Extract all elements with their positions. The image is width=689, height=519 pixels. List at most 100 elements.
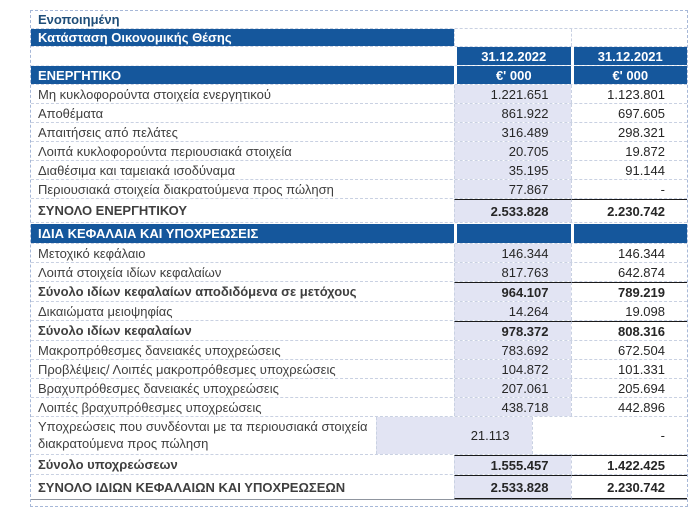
row-label: Λοιπά στοιχεία ιδίων κεφαλαίων bbox=[38, 264, 222, 280]
statement-table: Ενοποιημένη Κατάσταση Οικονομικής Θέσης … bbox=[30, 10, 688, 507]
value-cell-2021: 697.605 bbox=[570, 104, 688, 122]
statement-scope-title: Ενοποιημένη bbox=[38, 12, 120, 27]
value-cell-2022: 2.533.828 bbox=[454, 475, 571, 499]
row-label: Δικαιώματα μειοψηφίας bbox=[38, 303, 173, 319]
empty-cell bbox=[31, 47, 454, 65]
value-cell-2022: 21.113 bbox=[376, 417, 532, 454]
unit-label-2021: €' 000 bbox=[570, 66, 687, 84]
value-cell-2021: 1.123.801 bbox=[570, 85, 688, 103]
table-row: Σύνολο ιδίων κεφαλαίων αποδιδόμενα σε με… bbox=[31, 282, 687, 302]
value-cell-2021: 205.694 bbox=[570, 379, 688, 397]
empty-cell bbox=[570, 224, 687, 243]
row-label: Λοιπές βραχυπρόθεσμες υποχρεώσεις bbox=[38, 399, 262, 415]
table-row: Αποθέματα 861.922 697.605 bbox=[31, 104, 687, 123]
scope-row: Ενοποιημένη bbox=[31, 11, 687, 29]
value-cell-2022: 1.555.457 bbox=[454, 455, 571, 474]
empty-cell bbox=[571, 11, 688, 28]
row-label: Μετοχικό κεφάλαιο bbox=[38, 245, 146, 261]
value-cell-2022: 35.195 bbox=[454, 161, 571, 179]
value-cell-2022: 104.872 bbox=[454, 360, 571, 378]
value-cell-2021: 1.422.425 bbox=[570, 455, 687, 474]
value-cell-2021: 2.230.742 bbox=[570, 199, 687, 222]
row-label: ΣΥΝΟΛΟ ΕΝΕΡΓΗΤΙΚΟΥ bbox=[38, 203, 188, 218]
value-cell-2021: 442.896 bbox=[570, 398, 688, 416]
row-label: Υποχρεώσεις που συνδέονται με τα περιουσ… bbox=[38, 419, 368, 451]
value-cell-2022: 978.372 bbox=[454, 321, 571, 340]
value-cell-2021: 789.219 bbox=[570, 282, 687, 301]
equity-liabilities-section-header-row: ΙΔΙΑ ΚΕΦΑΛΑΙΑ ΚΑΙ ΥΠΟΧΡΕΩΣΕΙΣ bbox=[31, 223, 687, 244]
empty-cell bbox=[454, 29, 571, 46]
value-cell-2022: 14.264 bbox=[454, 302, 571, 320]
empty-cell bbox=[570, 29, 688, 46]
value-cell-2022: 817.763 bbox=[454, 263, 571, 281]
row-label: Περιουσιακά στοιχεία διακρατούμενα προς … bbox=[38, 181, 334, 197]
row-label: Λοιπά κυκλοφορούντα περιουσιακά στοιχεία bbox=[38, 143, 292, 159]
assets-section-header-row: ΕΝΕΡΓΗΤΙΚΟ €' 000 €' 000 bbox=[31, 66, 687, 85]
table-row: Περιουσιακά στοιχεία διακρατούμενα προς … bbox=[31, 180, 687, 199]
table-row: Δικαιώματα μειοψηφίας 14.264 19.098 bbox=[31, 302, 687, 321]
value-cell-2021: 672.504 bbox=[570, 341, 688, 359]
table-row: Λοιπές βραχυπρόθεσμες υποχρεώσεις 438.71… bbox=[31, 398, 687, 417]
row-label: Μακροπρόθεσμες δανειακές υποχρεώσεις bbox=[38, 342, 281, 358]
row-label: Προβλέψεις/ Λοιπές μακροπρόθεσμες υποχρε… bbox=[38, 361, 336, 377]
value-cell-2021: 91.144 bbox=[570, 161, 688, 179]
unit-label-2022: €' 000 bbox=[454, 66, 571, 84]
column-header-2022: 31.12.2022 bbox=[454, 47, 571, 65]
value-cell-2022: 1.221.651 bbox=[454, 85, 571, 103]
row-label: Σύνολο υποχρεώσεων bbox=[38, 457, 178, 472]
row-label: Διαθέσιμα και ταμειακά ισοδύναμα bbox=[38, 162, 236, 178]
table-row: Μη κυκλοφορούντα στοιχεία ενεργητικού 1.… bbox=[31, 85, 687, 104]
value-cell-2022: 207.061 bbox=[454, 379, 571, 397]
value-cell-2021: 19.872 bbox=[570, 142, 688, 160]
table-row: ΣΥΝΟΛΟ ΙΔΙΩΝ ΚΕΦΑΛΑΙΩΝ ΚΑΙ ΥΠΟΧΡΕΩΣΕΩΝ 2… bbox=[31, 475, 687, 500]
table-row: Βραχυπρόθεσμες δανειακές υποχρεώσεις 207… bbox=[31, 379, 687, 398]
value-cell-2021: 298.321 bbox=[570, 123, 688, 141]
value-cell-2021: 2.230.742 bbox=[570, 475, 687, 499]
value-cell-2022: 77.867 bbox=[454, 180, 571, 198]
column-header-2021: 31.12.2021 bbox=[570, 47, 687, 65]
column-header-row: 31.12.2022 31.12.2021 bbox=[31, 47, 687, 66]
empty-cell bbox=[454, 224, 571, 243]
value-cell-2021: - bbox=[570, 180, 688, 198]
equity-liabilities-rows: Μετοχικό κεφάλαιο 146.344 146.344 Λοιπά … bbox=[31, 244, 687, 500]
value-cell-2022: 783.692 bbox=[454, 341, 571, 359]
value-cell-2021: - bbox=[531, 417, 688, 454]
table-row: Διαθέσιμα και ταμειακά ισοδύναμα 35.195 … bbox=[31, 161, 687, 180]
table-row: Λοιπά στοιχεία ιδίων κεφαλαίων 817.763 6… bbox=[31, 263, 687, 282]
statement-title-row: Κατάσταση Οικονομικής Θέσης bbox=[31, 29, 687, 47]
row-label: Μη κυκλοφορούντα στοιχεία ενεργητικού bbox=[38, 86, 271, 102]
value-cell-2021: 101.331 bbox=[570, 360, 688, 378]
value-cell-2022: 146.344 bbox=[454, 244, 571, 262]
empty-cell bbox=[454, 11, 571, 28]
table-row: Σύνολο ιδίων κεφαλαίων 978.372 808.316 bbox=[31, 321, 687, 341]
value-cell-2021: 146.344 bbox=[570, 244, 688, 262]
value-cell-2021: 642.874 bbox=[570, 263, 688, 281]
value-cell-2022: 20.705 bbox=[454, 142, 571, 160]
table-row: Λοιπά κυκλοφορούντα περιουσιακά στοιχεία… bbox=[31, 142, 687, 161]
section-header-equity-liabilities: ΙΔΙΑ ΚΕΦΑΛΑΙΑ ΚΑΙ ΥΠΟΧΡΕΩΣΕΙΣ bbox=[31, 224, 454, 243]
row-label: Βραχυπρόθεσμες δανειακές υποχρεώσεις bbox=[38, 380, 279, 396]
row-label: Αποθέματα bbox=[38, 105, 104, 121]
table-bottom-spacer bbox=[31, 500, 687, 506]
assets-rows: Μη κυκλοφορούντα στοιχεία ενεργητικού 1.… bbox=[31, 85, 687, 223]
table-row: Προβλέψεις/ Λοιπές μακροπρόθεσμες υποχρε… bbox=[31, 360, 687, 379]
value-cell-2021: 19.098 bbox=[570, 302, 688, 320]
row-label: Σύνολο ιδίων κεφαλαίων bbox=[38, 323, 192, 338]
row-label: ΣΥΝΟΛΟ ΙΔΙΩΝ ΚΕΦΑΛΑΙΩΝ ΚΑΙ ΥΠΟΧΡΕΩΣΕΩΝ bbox=[38, 479, 346, 495]
value-cell-2021: 808.316 bbox=[570, 321, 687, 340]
row-label: Σύνολο ιδίων κεφαλαίων αποδιδόμενα σε με… bbox=[38, 284, 357, 299]
table-row: Σύνολο υποχρεώσεων 1.555.457 1.422.425 bbox=[31, 455, 687, 475]
section-header-assets: ΕΝΕΡΓΗΤΙΚΟ bbox=[31, 66, 454, 84]
table-row: Υποχρεώσεις που συνδέονται με τα περιουσ… bbox=[31, 417, 687, 455]
value-cell-2022: 316.489 bbox=[454, 123, 571, 141]
value-cell-2022: 964.107 bbox=[454, 282, 571, 301]
value-cell-2022: 438.718 bbox=[454, 398, 571, 416]
table-row: ΣΥΝΟΛΟ ΕΝΕΡΓΗΤΙΚΟΥ 2.533.828 2.230.742 bbox=[31, 199, 687, 223]
value-cell-2022: 2.533.828 bbox=[454, 199, 571, 222]
table-row: Μετοχικό κεφάλαιο 146.344 146.344 bbox=[31, 244, 687, 263]
table-row: Απαιτήσεις από πελάτες 316.489 298.321 bbox=[31, 123, 687, 142]
row-label: Απαιτήσεις από πελάτες bbox=[38, 124, 178, 140]
value-cell-2022: 861.922 bbox=[454, 104, 571, 122]
table-row: Μακροπρόθεσμες δανειακές υποχρεώσεις 783… bbox=[31, 341, 687, 360]
